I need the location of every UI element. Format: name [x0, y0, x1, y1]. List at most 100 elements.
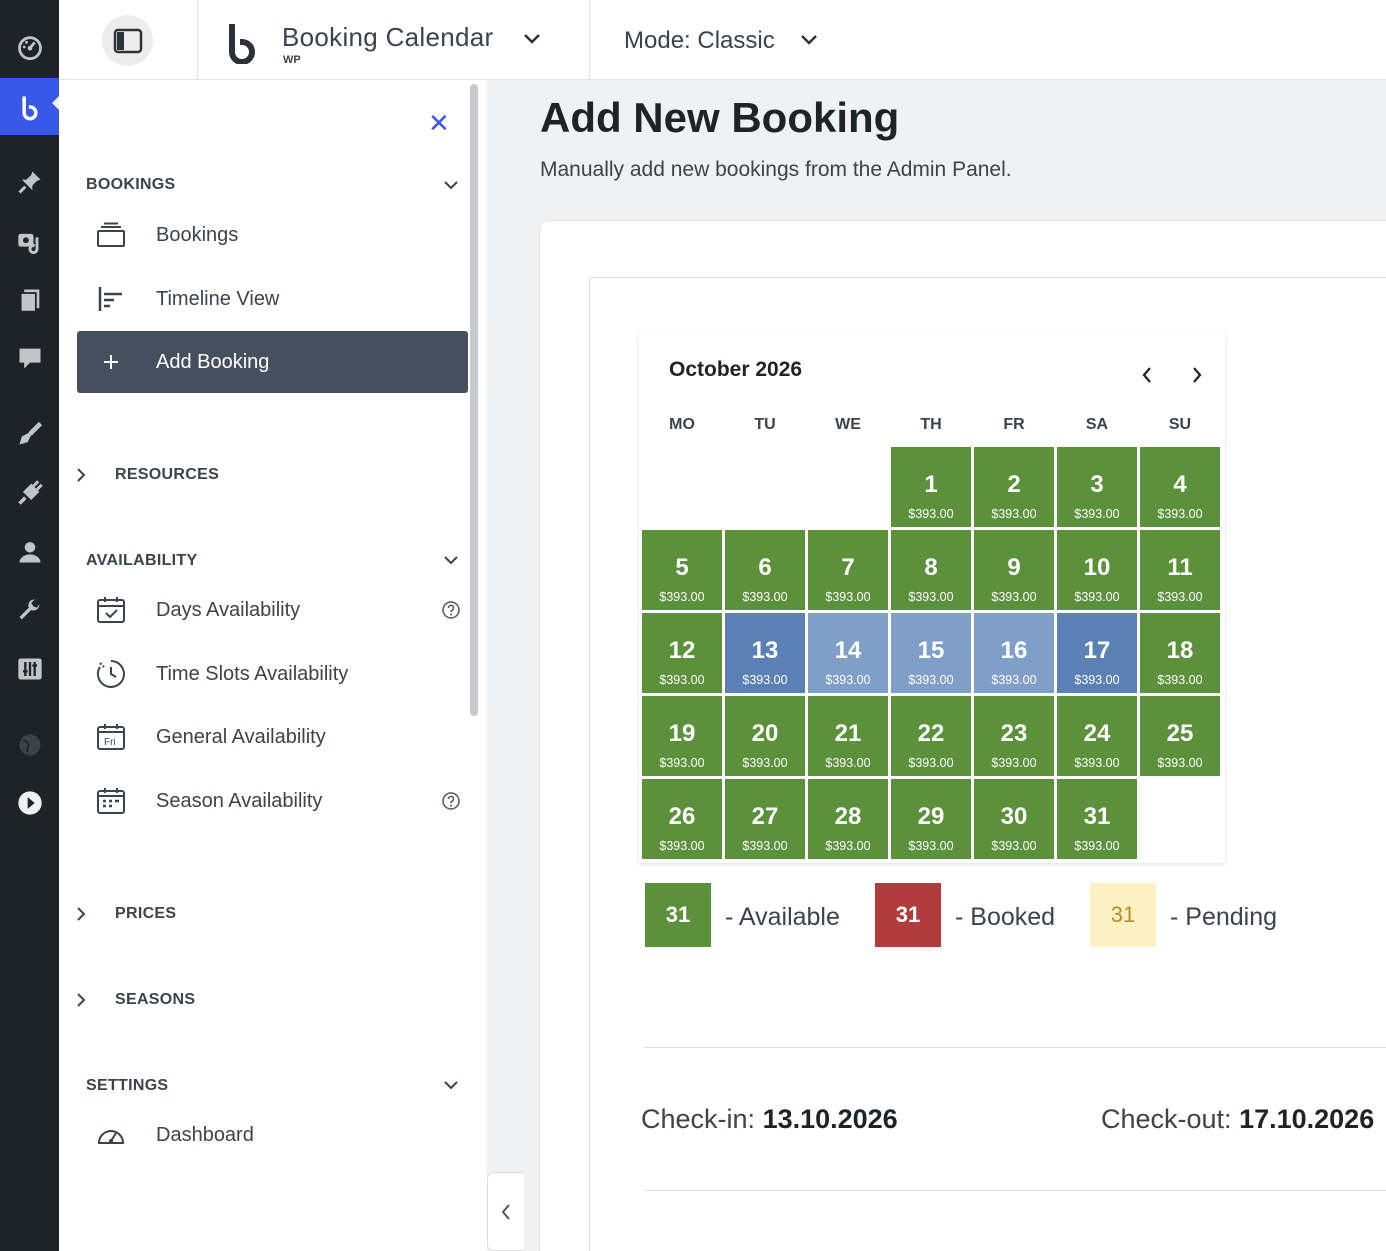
chevron-down-icon[interactable] [442, 551, 460, 569]
day-price: $393.00 [1074, 507, 1120, 521]
calendar-day[interactable]: 27 $393.00 [725, 779, 805, 859]
sidebar-item-time-slots[interactable]: Time Slots Availability [77, 643, 468, 705]
calendar-day[interactable]: 21 $393.00 [808, 696, 888, 776]
settings-sliders-icon[interactable] [0, 645, 59, 693]
pages-icon[interactable] [0, 276, 59, 324]
calendar-day[interactable]: 20 $393.00 [725, 696, 805, 776]
app-title[interactable]: Booking Calendar [282, 22, 494, 52]
day-price: $393.00 [908, 590, 954, 604]
calendar-day[interactable]: 4 $393.00 [1140, 447, 1220, 527]
day-number: 12 [668, 637, 696, 664]
sidebar-item-general-availability[interactable]: Fri General Availability [77, 706, 468, 768]
booking-calendar-icon[interactable] [0, 78, 59, 135]
calendar-day[interactable]: 30 $393.00 [974, 779, 1054, 859]
help-icon[interactable] [441, 791, 461, 811]
calendar-day[interactable]: 9 $393.00 [974, 530, 1054, 610]
sidebar-item-bookings[interactable]: Bookings [77, 204, 468, 266]
sidebar-item-timeline[interactable]: Timeline View [77, 268, 468, 330]
day-number: 19 [668, 720, 696, 747]
sidebar-item-days-availability[interactable]: Days Availability [77, 579, 468, 641]
calendar-day[interactable]: 2 $393.00 [974, 447, 1054, 527]
calendar-day[interactable]: 10 $393.00 [1057, 530, 1137, 610]
calendar-day[interactable]: 14 $393.00 [808, 613, 888, 693]
chevron-right-icon[interactable] [74, 905, 88, 923]
section-heading-resources[interactable]: RESOURCES [115, 466, 220, 483]
calendar-day[interactable]: 3 $393.00 [1057, 447, 1137, 527]
media-icon[interactable] [0, 218, 59, 266]
section-heading-settings[interactable]: SETTINGS [86, 1077, 169, 1094]
day-price: $393.00 [825, 673, 871, 687]
day-number: 29 [917, 803, 945, 830]
day-price: $393.00 [659, 590, 705, 604]
plugins-icon[interactable] [0, 469, 59, 517]
calendar-day[interactable]: 26 $393.00 [642, 779, 722, 859]
chevron-right-icon[interactable] [74, 466, 88, 484]
calendar-day[interactable]: 18 $393.00 [1140, 613, 1220, 693]
sidebar-item-label: Timeline View [156, 287, 280, 310]
comments-icon[interactable] [0, 334, 59, 382]
calendar-day[interactable]: 23 $393.00 [974, 696, 1054, 776]
section-heading-prices[interactable]: PRICES [115, 905, 177, 922]
chevron-down-icon[interactable] [798, 29, 820, 51]
close-icon[interactable]: ✕ [428, 108, 450, 138]
calendar-day[interactable]: 31 $393.00 [1057, 779, 1137, 859]
chevron-down-icon[interactable] [442, 176, 460, 194]
dashboard-icon[interactable] [0, 23, 59, 71]
sidebar-panel-icon [113, 28, 142, 53]
calendar-day[interactable]: 1 $393.00 [891, 447, 971, 527]
calendar-day[interactable]: 8 $393.00 [891, 530, 971, 610]
day-number: 9 [1007, 554, 1021, 581]
header-divider [197, 0, 198, 80]
calendar-day[interactable]: 7 $393.00 [808, 530, 888, 610]
calendar-day[interactable]: 25 $393.00 [1140, 696, 1220, 776]
collapse-sidebar-button[interactable] [487, 1172, 524, 1251]
day-number: 23 [1000, 720, 1028, 747]
mode-selector[interactable]: Mode: Classic [624, 27, 775, 54]
calendar-day[interactable]: 24 $393.00 [1057, 696, 1137, 776]
tools-icon[interactable] [0, 586, 59, 634]
sidebar-toggle-button[interactable] [102, 15, 153, 66]
calendar-day[interactable]: 11 $393.00 [1140, 530, 1220, 610]
day-price: $393.00 [991, 507, 1037, 521]
users-icon[interactable] [0, 528, 59, 576]
chevron-down-icon[interactable] [521, 28, 543, 50]
previous-month-icon[interactable] [1139, 364, 1155, 386]
day-number: 30 [1000, 803, 1028, 830]
calendar-day[interactable]: 22 $393.00 [891, 696, 971, 776]
day-number: 7 [841, 554, 855, 581]
checkout-label: Check-out: [1101, 1104, 1232, 1134]
help-icon[interactable] [441, 600, 461, 620]
weekday-header: TU [754, 416, 776, 433]
sidebar-item-dashboard[interactable]: Dashboard [77, 1104, 468, 1166]
section-heading-availability[interactable]: AVAILABILITY [86, 552, 198, 569]
legend-pending-swatch: 31 [1090, 883, 1156, 947]
calendar-day[interactable]: 13 $393.00 [725, 613, 805, 693]
next-month-icon[interactable] [1189, 364, 1205, 386]
pin-icon[interactable] [0, 158, 59, 206]
chevron-right-icon[interactable] [74, 991, 88, 1009]
appearance-icon[interactable] [0, 410, 59, 458]
globe-icon[interactable] [0, 721, 59, 769]
section-heading-seasons[interactable]: SEASONS [115, 991, 196, 1008]
sidebar-item-season-availability[interactable]: Season Availability [77, 770, 468, 832]
calendar-day[interactable]: 12 $393.00 [642, 613, 722, 693]
sidebar-scrollbar[interactable] [470, 84, 478, 716]
calendar-day[interactable]: 28 $393.00 [808, 779, 888, 859]
calendar-day[interactable]: 5 $393.00 [642, 530, 722, 610]
day-price: $393.00 [825, 839, 871, 853]
calendar-day[interactable]: 6 $393.00 [725, 530, 805, 610]
day-number: 15 [917, 637, 945, 664]
play-icon[interactable] [0, 779, 59, 827]
timeline-icon [95, 285, 127, 313]
day-number: 28 [834, 803, 862, 830]
section-heading-bookings[interactable]: BOOKINGS [86, 176, 176, 193]
calendar-day[interactable]: 19 $393.00 [642, 696, 722, 776]
calendar-day[interactable]: 29 $393.00 [891, 779, 971, 859]
calendar-day[interactable]: 17 $393.00 [1057, 613, 1137, 693]
day-number: 13 [751, 637, 779, 664]
calendar-day[interactable]: 16 $393.00 [974, 613, 1054, 693]
chevron-down-icon[interactable] [442, 1076, 460, 1094]
calendar-day[interactable]: 15 $393.00 [891, 613, 971, 693]
day-number: 17 [1083, 637, 1111, 664]
sidebar-item-add-booking[interactable]: Add Booking [77, 331, 468, 393]
